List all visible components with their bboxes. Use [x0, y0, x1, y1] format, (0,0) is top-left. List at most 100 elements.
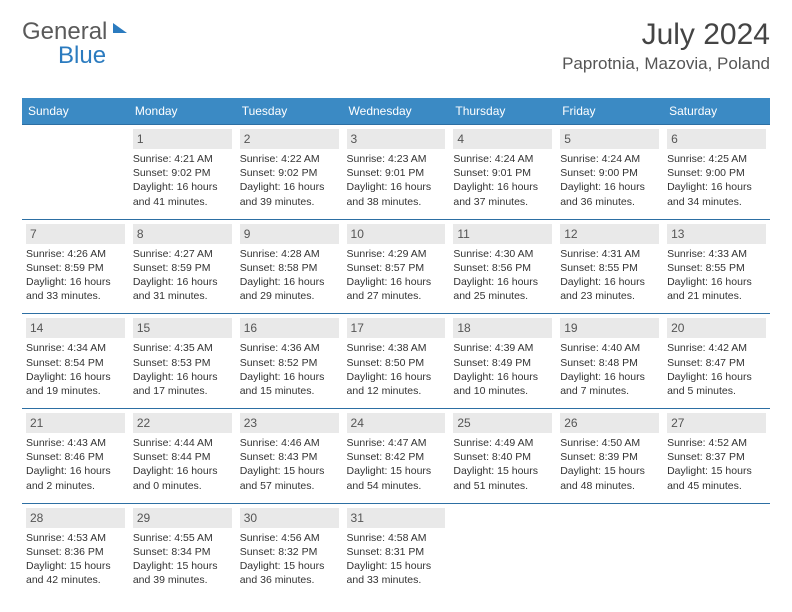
calendar-cell: 17Sunrise: 4:38 AMSunset: 8:50 PMDayligh… — [343, 314, 450, 409]
calendar-week: 14Sunrise: 4:34 AMSunset: 8:54 PMDayligh… — [22, 314, 770, 409]
calendar-cell: 7Sunrise: 4:26 AMSunset: 8:59 PMDaylight… — [22, 219, 129, 314]
sunset-text: Sunset: 9:02 PM — [240, 166, 339, 180]
sunrise-text: Sunrise: 4:58 AM — [347, 531, 446, 545]
day-number: 25 — [453, 413, 552, 433]
day-number: 1 — [133, 129, 232, 149]
daylight-text: and 5 minutes. — [667, 384, 766, 398]
day-header: Tuesday — [236, 98, 343, 125]
sunset-text: Sunset: 8:32 PM — [240, 545, 339, 559]
calendar-cell: 11Sunrise: 4:30 AMSunset: 8:56 PMDayligh… — [449, 219, 556, 314]
brand-part2: Blue — [58, 42, 106, 69]
calendar-cell: 19Sunrise: 4:40 AMSunset: 8:48 PMDayligh… — [556, 314, 663, 409]
daylight-text: Daylight: 16 hours — [26, 464, 125, 478]
sunset-text: Sunset: 8:55 PM — [560, 261, 659, 275]
day-number: 11 — [453, 224, 552, 244]
sunrise-text: Sunrise: 4:50 AM — [560, 436, 659, 450]
daylight-text: Daylight: 16 hours — [667, 275, 766, 289]
sunrise-text: Sunrise: 4:40 AM — [560, 341, 659, 355]
month-title: July 2024 — [562, 18, 770, 52]
sunset-text: Sunset: 8:59 PM — [26, 261, 125, 275]
sunset-text: Sunset: 8:37 PM — [667, 450, 766, 464]
day-header: Saturday — [663, 98, 770, 125]
daylight-text: Daylight: 15 hours — [133, 559, 232, 573]
day-number: 10 — [347, 224, 446, 244]
daylight-text: Daylight: 16 hours — [453, 370, 552, 384]
sunrise-text: Sunrise: 4:24 AM — [453, 152, 552, 166]
day-number: 28 — [26, 508, 125, 528]
daylight-text: and 10 minutes. — [453, 384, 552, 398]
day-number: 12 — [560, 224, 659, 244]
calendar-week: 21Sunrise: 4:43 AMSunset: 8:46 PMDayligh… — [22, 409, 770, 504]
daylight-text: Daylight: 16 hours — [133, 275, 232, 289]
day-number: 6 — [667, 129, 766, 149]
calendar-table: SundayMondayTuesdayWednesdayThursdayFrid… — [22, 98, 770, 597]
day-number: 23 — [240, 413, 339, 433]
calendar-cell: 25Sunrise: 4:49 AMSunset: 8:40 PMDayligh… — [449, 409, 556, 504]
calendar-cell: 4Sunrise: 4:24 AMSunset: 9:01 PMDaylight… — [449, 125, 556, 220]
sunrise-text: Sunrise: 4:22 AM — [240, 152, 339, 166]
sunrise-text: Sunrise: 4:25 AM — [667, 152, 766, 166]
sunrise-text: Sunrise: 4:30 AM — [453, 247, 552, 261]
calendar-cell: 13Sunrise: 4:33 AMSunset: 8:55 PMDayligh… — [663, 219, 770, 314]
logo-triangle-icon — [113, 23, 127, 33]
daylight-text: and 15 minutes. — [240, 384, 339, 398]
daylight-text: Daylight: 16 hours — [667, 180, 766, 194]
day-number: 29 — [133, 508, 232, 528]
sunset-text: Sunset: 8:34 PM — [133, 545, 232, 559]
day-header: Friday — [556, 98, 663, 125]
sunset-text: Sunset: 9:01 PM — [453, 166, 552, 180]
daylight-text: Daylight: 15 hours — [240, 559, 339, 573]
sunrise-text: Sunrise: 4:26 AM — [26, 247, 125, 261]
brand-part2-wrap: Blue — [58, 42, 106, 70]
daylight-text: and 29 minutes. — [240, 289, 339, 303]
sunset-text: Sunset: 9:01 PM — [347, 166, 446, 180]
sunrise-text: Sunrise: 4:49 AM — [453, 436, 552, 450]
daylight-text: and 23 minutes. — [560, 289, 659, 303]
day-number: 4 — [453, 129, 552, 149]
day-number: 22 — [133, 413, 232, 433]
calendar-week: 28Sunrise: 4:53 AMSunset: 8:36 PMDayligh… — [22, 503, 770, 597]
calendar-cell — [449, 503, 556, 597]
day-header: Thursday — [449, 98, 556, 125]
day-number: 9 — [240, 224, 339, 244]
day-number: 31 — [347, 508, 446, 528]
daylight-text: Daylight: 16 hours — [347, 180, 446, 194]
sunset-text: Sunset: 8:31 PM — [347, 545, 446, 559]
header: General July 2024 Paprotnia, Mazovia, Po… — [22, 18, 770, 74]
sunset-text: Sunset: 9:02 PM — [133, 166, 232, 180]
sunrise-text: Sunrise: 4:35 AM — [133, 341, 232, 355]
calendar-cell: 15Sunrise: 4:35 AMSunset: 8:53 PMDayligh… — [129, 314, 236, 409]
sunset-text: Sunset: 8:39 PM — [560, 450, 659, 464]
daylight-text: and 25 minutes. — [453, 289, 552, 303]
daylight-text: and 0 minutes. — [133, 479, 232, 493]
day-number: 30 — [240, 508, 339, 528]
daylight-text: Daylight: 15 hours — [240, 464, 339, 478]
sunset-text: Sunset: 8:36 PM — [26, 545, 125, 559]
day-number: 17 — [347, 318, 446, 338]
calendar-cell: 24Sunrise: 4:47 AMSunset: 8:42 PMDayligh… — [343, 409, 450, 504]
calendar-cell: 1Sunrise: 4:21 AMSunset: 9:02 PMDaylight… — [129, 125, 236, 220]
sunset-text: Sunset: 8:48 PM — [560, 356, 659, 370]
sunset-text: Sunset: 8:42 PM — [347, 450, 446, 464]
daylight-text: Daylight: 15 hours — [26, 559, 125, 573]
calendar-cell: 5Sunrise: 4:24 AMSunset: 9:00 PMDaylight… — [556, 125, 663, 220]
sunset-text: Sunset: 8:44 PM — [133, 450, 232, 464]
calendar-cell: 23Sunrise: 4:46 AMSunset: 8:43 PMDayligh… — [236, 409, 343, 504]
daylight-text: Daylight: 16 hours — [560, 275, 659, 289]
sunset-text: Sunset: 8:40 PM — [453, 450, 552, 464]
daylight-text: and 21 minutes. — [667, 289, 766, 303]
daylight-text: and 33 minutes. — [26, 289, 125, 303]
calendar-cell: 28Sunrise: 4:53 AMSunset: 8:36 PMDayligh… — [22, 503, 129, 597]
calendar-cell: 20Sunrise: 4:42 AMSunset: 8:47 PMDayligh… — [663, 314, 770, 409]
calendar-cell: 6Sunrise: 4:25 AMSunset: 9:00 PMDaylight… — [663, 125, 770, 220]
day-number: 20 — [667, 318, 766, 338]
sunset-text: Sunset: 8:55 PM — [667, 261, 766, 275]
day-number: 27 — [667, 413, 766, 433]
sunrise-text: Sunrise: 4:36 AM — [240, 341, 339, 355]
day-header: Sunday — [22, 98, 129, 125]
sunrise-text: Sunrise: 4:28 AM — [240, 247, 339, 261]
title-block: July 2024 Paprotnia, Mazovia, Poland — [562, 18, 770, 74]
sunrise-text: Sunrise: 4:43 AM — [26, 436, 125, 450]
daylight-text: Daylight: 15 hours — [347, 559, 446, 573]
calendar-thead: SundayMondayTuesdayWednesdayThursdayFrid… — [22, 98, 770, 125]
